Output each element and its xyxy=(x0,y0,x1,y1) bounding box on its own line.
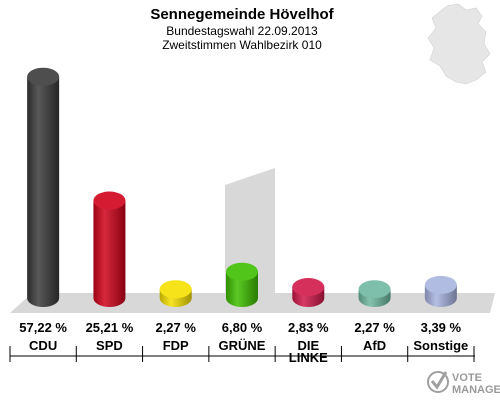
bar-fdp xyxy=(159,280,192,307)
checkmark-icon xyxy=(427,371,449,393)
value-label: 57,22 % xyxy=(19,320,67,335)
chart-subtitle-election: Bundestagswahl 22.09.2013 xyxy=(166,24,318,38)
bar-cdu xyxy=(27,67,60,308)
category-label: SPD xyxy=(96,338,123,353)
category-label: Sonstige xyxy=(413,338,468,353)
category-label: DIE xyxy=(297,338,319,353)
category-label: FDP xyxy=(163,338,189,353)
bar-die-linke xyxy=(292,278,325,307)
vote-manager-logo: VOTE MANAGER xyxy=(427,371,500,396)
value-label: 2,83 % xyxy=(288,320,329,335)
value-label: 2,27 % xyxy=(354,320,395,335)
watermark-line1: VOTE xyxy=(452,372,482,384)
value-label: 2,27 % xyxy=(155,320,196,335)
value-label: 3,39 % xyxy=(421,320,462,335)
bar-spd xyxy=(93,191,126,307)
chart-subtitle-district: Zweitstimmen Wahlbezirk 010 xyxy=(162,38,322,52)
value-label: 25,21 % xyxy=(86,320,134,335)
watermark-line2: MANAGER xyxy=(452,384,500,396)
category-axis xyxy=(9,346,475,362)
bar-afd xyxy=(358,280,391,307)
germany-map-icon xyxy=(427,3,491,85)
category-label: LINKE xyxy=(289,350,328,365)
chart-title: Sennegemeinde Hövelhof xyxy=(150,6,334,23)
category-label: GRÜNE xyxy=(219,338,266,353)
bar-sonstige xyxy=(424,275,457,307)
category-label: CDU xyxy=(29,338,57,353)
value-label: 6,80 % xyxy=(222,320,263,335)
category-label: AfD xyxy=(363,338,386,353)
bar-grüne xyxy=(226,262,258,307)
